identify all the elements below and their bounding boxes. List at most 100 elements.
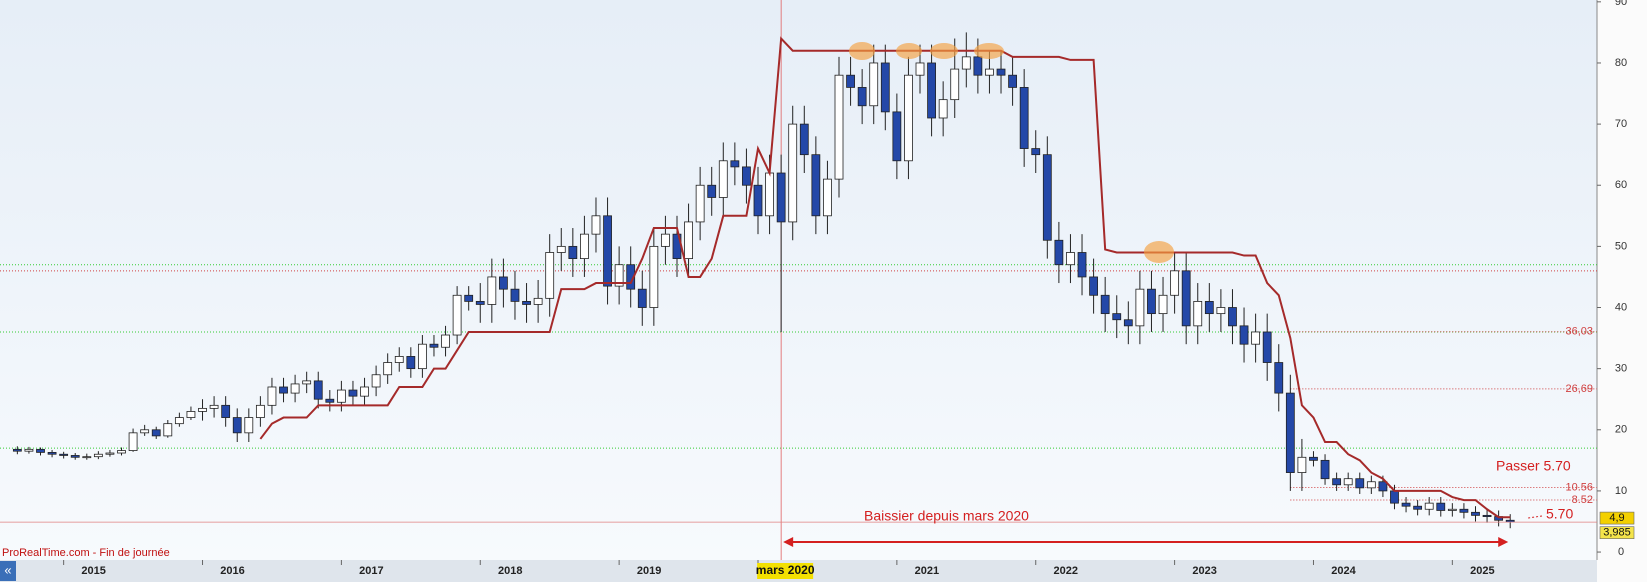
candle-body (244, 417, 254, 434)
price-badge-label: 3,985 (1603, 527, 1631, 539)
candle-body (730, 160, 740, 168)
y-tick-label: 40 (1615, 301, 1627, 313)
candle-body (1459, 508, 1469, 513)
candle-body (221, 404, 231, 418)
candle-body (695, 184, 705, 223)
candle-body (1100, 294, 1110, 315)
price-badge (1599, 526, 1635, 539)
candle-body (1471, 511, 1480, 516)
candle-body (1343, 478, 1353, 486)
candle-body (614, 264, 624, 287)
candle-body (1123, 319, 1133, 327)
candle-body (325, 398, 335, 403)
y-tick-label: 50 (1615, 240, 1627, 252)
candle-body (348, 389, 358, 397)
candle-body (452, 294, 462, 336)
candle-body (1216, 307, 1226, 315)
candle-body (765, 172, 774, 217)
candle-body (82, 456, 92, 459)
candle-body (1424, 502, 1434, 510)
price-badge (1599, 511, 1635, 525)
candle-body (279, 386, 288, 394)
candle-body (857, 87, 867, 107)
candle-body (649, 245, 659, 308)
candle-body (1135, 288, 1145, 327)
level-label: 10.56 (1565, 481, 1593, 493)
target-annotation: Passer 5.70 (1496, 458, 1571, 474)
candle-body (429, 343, 439, 348)
candle-body (105, 452, 115, 455)
candle-body (522, 300, 531, 305)
candle-body (938, 99, 948, 119)
y-axis-background (1597, 0, 1647, 582)
trend-annotation: Baissier depuis mars 2020 (864, 508, 1029, 524)
arrow-head (783, 537, 794, 547)
candle-body (140, 429, 150, 434)
candle-body (128, 432, 138, 451)
candle-body (499, 276, 508, 290)
highlight (849, 42, 875, 60)
candle-body (637, 288, 647, 308)
candle-body (117, 450, 126, 454)
candle-body (718, 160, 728, 198)
candle-body (1204, 300, 1214, 315)
candle-body (1262, 331, 1272, 363)
highlight (974, 43, 1004, 59)
candle-body (985, 68, 994, 76)
x-tick-label: 2025 (1470, 565, 1494, 577)
candle-body (209, 404, 219, 409)
candle-body (753, 184, 763, 217)
candle-body (591, 215, 601, 235)
x-tick-label: 2022 (1053, 565, 1077, 577)
level-label: 26,69 (1565, 383, 1593, 395)
x-tick-label: 2024 (1331, 565, 1356, 577)
candle-body (823, 178, 832, 217)
candle-body (626, 264, 636, 290)
candle-body (1355, 478, 1365, 489)
candle-body (1274, 362, 1284, 394)
candle-body (973, 56, 983, 76)
candle-body (174, 417, 184, 425)
candle-body (880, 62, 890, 113)
candle-body (915, 62, 925, 76)
x-tick-label: 2021 (915, 565, 939, 577)
candle-body (707, 184, 717, 198)
y-tick-label: 10 (1615, 485, 1627, 497)
candle-body (1378, 481, 1388, 492)
y-tick-label: 0 (1618, 546, 1624, 558)
candle-body (163, 423, 173, 437)
candle-body (487, 276, 497, 305)
candle-body (661, 233, 670, 247)
candle-body (417, 343, 427, 370)
candle-body (1170, 270, 1180, 296)
candle-body (441, 334, 450, 348)
y-tick-label: 70 (1615, 118, 1627, 130)
scroll-button[interactable] (0, 561, 16, 581)
candle-body (302, 380, 312, 385)
candle-body (580, 233, 589, 260)
candle-body (59, 453, 69, 456)
highlights (849, 42, 1174, 263)
candle-body (24, 448, 34, 452)
candle-body (1320, 459, 1330, 480)
candle-body (371, 374, 381, 388)
candle-body (1054, 239, 1064, 266)
candle-body (290, 383, 300, 394)
candle-body (545, 252, 555, 299)
candle-body (510, 288, 520, 302)
candle-body (1482, 514, 1492, 517)
candle-body (267, 386, 277, 406)
candle-body (684, 221, 693, 260)
candle-body (776, 172, 786, 223)
candle-body (394, 356, 404, 363)
candle-body (1112, 313, 1122, 321)
candle-body (556, 245, 566, 253)
candle-body (186, 411, 196, 418)
highlight (930, 43, 958, 59)
candle-body (1239, 325, 1249, 345)
candle-body (232, 417, 242, 434)
candle-body (811, 154, 821, 217)
candle-body (603, 215, 612, 287)
candle-body (1031, 148, 1041, 156)
